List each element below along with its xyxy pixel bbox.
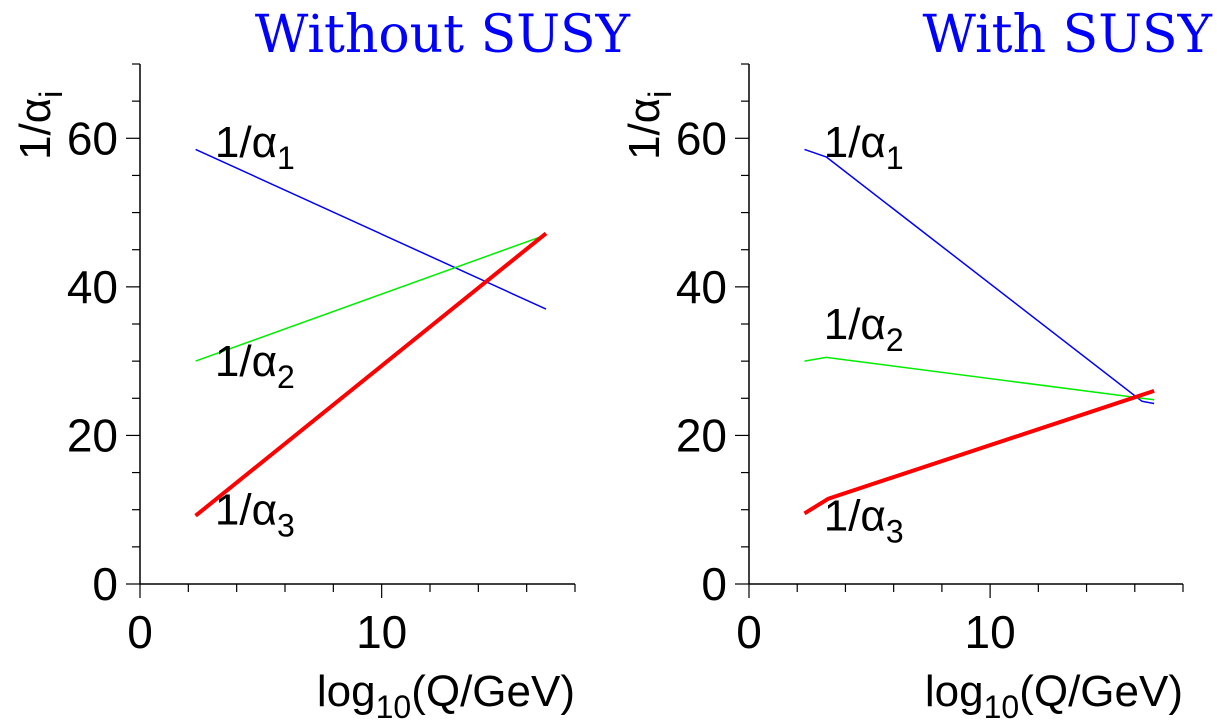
panel1-series-3-line	[194, 231, 548, 518]
panel2-y-axis-label-main: 1/α	[620, 98, 669, 160]
panel2-series-2-label: 1/α2	[824, 300, 904, 358]
panel1-x-axis-label-sub: 10	[376, 689, 412, 722]
panel1-x-axis-label-main: log	[317, 667, 376, 716]
panel2-series-2-line	[804, 356, 1155, 401]
panel2-x-tick-label: 0	[736, 606, 762, 658]
panel2-title: With SUSY	[923, 5, 1213, 65]
panel1-y-tick-label: 20	[67, 409, 118, 461]
panel2-y-tick-label: 0	[701, 558, 727, 610]
panel2-x-axis-label-sub: 10	[984, 689, 1020, 722]
panel1-y-tick-label: 60	[67, 112, 118, 164]
panel1-series-1-line	[195, 148, 547, 310]
panel1-y-tick-label: 40	[67, 261, 118, 313]
panel2-y-tick-label: 60	[676, 112, 727, 164]
panel2-series-3-label-sub: 3	[886, 514, 904, 550]
panel1-series-1-label: 1/α1	[215, 118, 295, 176]
panel1-y-axis-label: 1/αi	[11, 91, 69, 160]
panel1-x-axis-label-tail: (Q/GeV)	[411, 667, 575, 716]
panel2-series-2-label-main: 1/α	[824, 300, 886, 349]
panel1-series-1-label-sub: 1	[277, 140, 295, 176]
panel1-title: Without SUSY	[255, 5, 631, 65]
panel1-y-axis-label-main: 1/α	[11, 98, 60, 160]
panel2-series-3-label-main: 1/α	[824, 492, 886, 541]
panel2-x-axis-label-main: log	[925, 667, 984, 716]
panel2-series-1-label-sub: 1	[886, 140, 904, 176]
panel2-y-axis-label: 1/αi	[620, 91, 678, 160]
panel2-series-2-label-sub: 2	[886, 322, 904, 358]
panel1-series-3-label-main: 1/α	[215, 486, 277, 535]
panel2-series-1-label: 1/α1	[824, 118, 904, 176]
panel2-series-3-line	[803, 389, 1155, 516]
panel1-series-2-label-main: 1/α	[215, 337, 277, 386]
panel2-series-1-label-main: 1/α	[824, 118, 886, 167]
panel1-series-2-label: 1/α2	[215, 337, 295, 395]
panel1-y-tick-label: 0	[92, 558, 118, 610]
panel1-series-2-label-sub: 2	[277, 359, 295, 395]
panel1-y-axis-label-sub: i	[33, 91, 69, 98]
panel1-series-2-line	[195, 234, 547, 362]
panel1-series-3-label: 1/α3	[215, 486, 295, 544]
panel1-series-3-label-sub: 3	[277, 508, 295, 544]
panel2-x-axis-label-tail: (Q/GeV)	[1019, 667, 1183, 716]
panel2-y-tick-label: 20	[676, 409, 727, 461]
panel2-y-tick-label: 40	[676, 261, 727, 313]
panel1-x-axis-label: log10(Q/GeV)	[317, 667, 575, 722]
panel2-series-1-line	[804, 148, 1155, 405]
panel1-x-tick-label: 10	[356, 606, 407, 658]
panel1-series-1-label-main: 1/α	[215, 118, 277, 167]
panel2-x-axis-label: log10(Q/GeV)	[925, 667, 1183, 722]
panel1-x-tick-label: 0	[127, 606, 153, 658]
panel2-series-3-label: 1/α3	[824, 492, 904, 550]
panel2-y-axis-label-sub: i	[642, 91, 678, 98]
panel2-x-tick-label: 10	[965, 606, 1016, 658]
